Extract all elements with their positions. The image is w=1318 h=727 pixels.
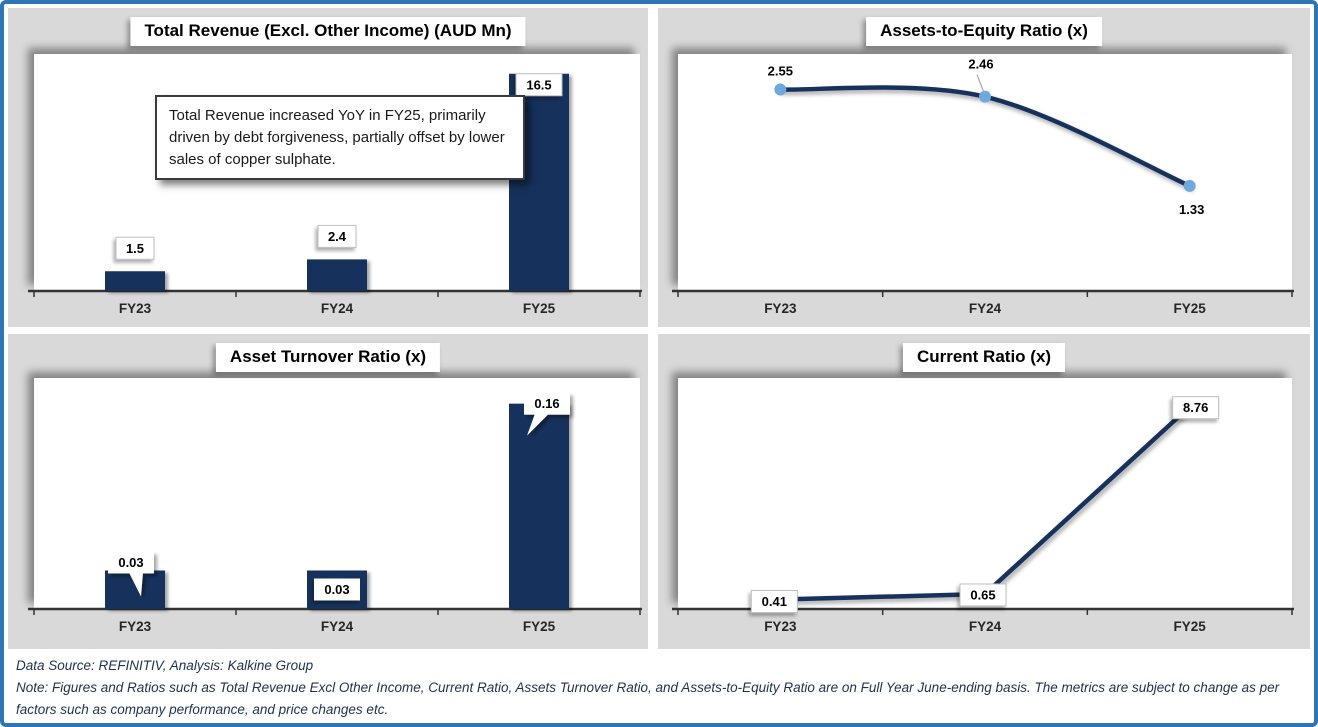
panel-assets-to-equity: Assets-to-Equity Ratio (x) FY23 FY24 FY25 2… (658, 8, 1310, 327)
data-source-line: Data Source: REFINITIV, Analysis: Kalkin… (16, 658, 314, 673)
chart-title-text: Total Revenue (Excl. Other Income) (AUD … (144, 21, 512, 40)
axis-label-FY23: FY23 (119, 301, 152, 316)
footer-notes: Data Source: REFINITIV, Analysis: Kalkin… (16, 655, 1308, 721)
plot-area (678, 378, 1292, 609)
axis-label-FY23: FY23 (119, 619, 152, 634)
annotation-text: Total Revenue increased YoY in FY25, pri… (169, 107, 505, 168)
axis-label-FY24: FY24 (969, 619, 1002, 634)
plot-area (34, 378, 640, 609)
axis-label-FY24: FY24 (321, 619, 354, 634)
chart-title-text: Assets-to-Equity Ratio (x) (880, 21, 1088, 40)
panel-current-ratio: Current Ratio (x) FY23 FY24 FY25 0.41 0.65 8.… (658, 334, 1310, 649)
plot-area (678, 54, 1292, 291)
chart-title-assets-to-equity: Assets-to-Equity Ratio (x) (866, 17, 1102, 46)
axis-label-FY24: FY24 (969, 301, 1002, 316)
panel-total-revenue: Total Revenue (Excl. Other Income) (AUD … (8, 8, 648, 327)
chart-title-total-revenue: Total Revenue (Excl. Other Income) (AUD … (130, 17, 526, 46)
axis-label-FY23: FY23 (764, 301, 797, 316)
axis-label-FY25: FY25 (523, 301, 556, 316)
axis-label-FY25: FY25 (523, 619, 556, 634)
axis-label-FY24: FY24 (321, 301, 354, 316)
chart-title-asset-turnover: Asset Turnover Ratio (x) (215, 343, 441, 372)
axis-label-FY25: FY25 (1174, 301, 1207, 316)
chart-title-current-ratio: Current Ratio (x) (902, 343, 1066, 372)
chart-title-text: Current Ratio (x) (916, 347, 1052, 366)
chart-title-text: Asset Turnover Ratio (x) (229, 347, 427, 366)
annotation-box: Total Revenue increased YoY in FY25, pri… (155, 95, 525, 181)
panel-asset-turnover: Asset Turnover Ratio (x) FY23 FY24 FY25 0.0… (8, 334, 648, 649)
note-line: Note: Figures and Ratios such as Total R… (16, 680, 1280, 717)
axis-label-FY23: FY23 (764, 619, 797, 634)
axis-label-FY25: FY25 (1174, 619, 1207, 634)
